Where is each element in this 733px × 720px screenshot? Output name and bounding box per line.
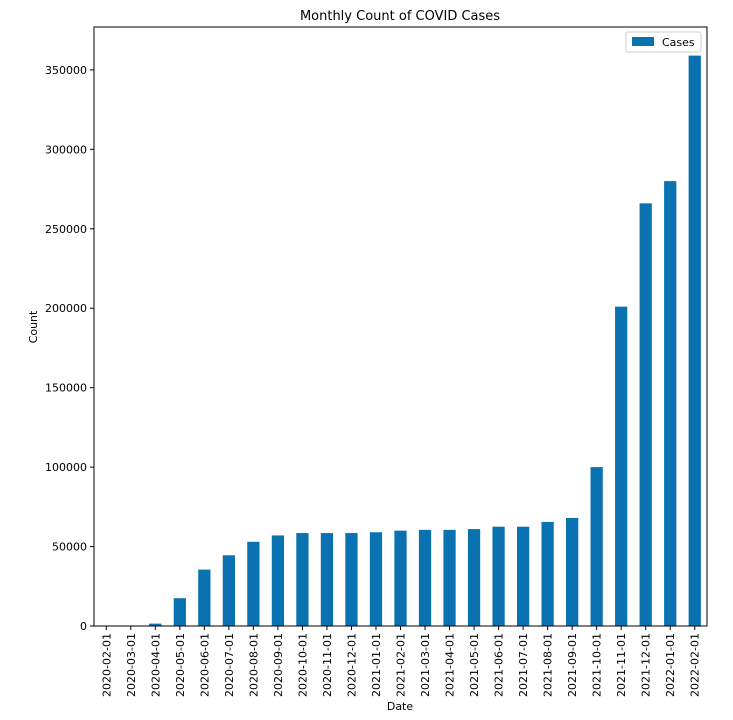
bar <box>443 529 456 626</box>
x-tick-label: 2021-08-01 <box>542 633 555 697</box>
bar <box>541 521 554 626</box>
bar <box>418 529 432 626</box>
legend: Cases <box>625 31 702 53</box>
bar <box>394 530 407 626</box>
x-tick-label: 2021-12-01 <box>640 633 653 697</box>
x-tick-label: 2020-09-01 <box>272 633 285 697</box>
chart-title: Monthly Count of COVID Cases <box>300 9 500 24</box>
bar <box>492 526 505 626</box>
y-axis-label: Count <box>27 310 40 343</box>
bar <box>320 533 334 626</box>
bar <box>149 623 162 626</box>
x-axis-label: Date <box>387 700 414 713</box>
x-tick-label: 2020-06-01 <box>198 633 211 697</box>
x-tick-label: 2021-05-01 <box>468 633 481 697</box>
x-tick-label: 2020-07-01 <box>223 633 236 697</box>
bar <box>296 533 309 626</box>
bar <box>467 529 481 626</box>
y-tick-label: 50000 <box>52 541 87 554</box>
bar <box>222 555 235 626</box>
bar <box>173 598 186 626</box>
bar <box>639 203 652 626</box>
y-tick-label: 350000 <box>45 64 87 77</box>
y-tick-label: 200000 <box>45 302 87 315</box>
x-tick-label: 2021-02-01 <box>395 633 408 697</box>
x-tick-label: 2020-10-01 <box>296 633 309 697</box>
x-axis: 2020-02-01 2020-03-01 2020-04-01 2020-05-01… <box>100 626 702 697</box>
y-tick-label: 150000 <box>45 382 87 395</box>
x-tick-label: 2021-10-01 <box>591 633 604 697</box>
bar <box>615 306 628 626</box>
x-tick-label: 2020-02-01 <box>100 633 113 697</box>
legend-label-cases: Cases <box>662 36 695 49</box>
x-tick-label: 2021-07-01 <box>517 633 530 697</box>
x-tick-label: 2022-01-01 <box>664 633 677 697</box>
y-axis: 0 50000 100000 150000 200000 250000 300000 3500… <box>45 64 94 633</box>
y-tick-label: 0 <box>80 620 87 633</box>
bar <box>271 535 285 626</box>
bar <box>590 467 603 626</box>
x-tick-label: 2021-06-01 <box>493 633 506 697</box>
bar <box>247 541 260 626</box>
bar <box>516 526 530 626</box>
x-tick-label: 2020-05-01 <box>174 633 187 697</box>
bar <box>369 532 383 626</box>
x-tick-label: 2020-03-01 <box>125 633 138 697</box>
x-tick-label: 2021-03-01 <box>419 633 432 697</box>
x-tick-label: 2022-02-01 <box>689 633 702 697</box>
plot-frame <box>93 26 708 627</box>
bar <box>664 181 677 626</box>
bar <box>566 517 579 626</box>
bar <box>688 55 701 626</box>
bar <box>345 533 358 626</box>
x-tick-label: 2020-08-01 <box>247 633 260 697</box>
y-tick-label: 300000 <box>45 143 87 156</box>
x-tick-label: 2021-11-01 <box>615 633 628 697</box>
x-tick-label: 2020-12-01 <box>345 633 358 697</box>
x-tick-label: 2020-11-01 <box>321 633 334 697</box>
x-tick-label: 2020-04-01 <box>149 633 162 697</box>
x-tick-label: 2021-04-01 <box>444 633 457 697</box>
bar <box>198 569 211 626</box>
x-tick-label: 2021-09-01 <box>566 633 579 697</box>
bar-series-cases <box>124 55 701 626</box>
legend-swatch-cases <box>632 37 654 46</box>
y-tick-label: 100000 <box>45 461 87 474</box>
x-tick-label: 2021-01-01 <box>370 633 383 697</box>
y-tick-label: 250000 <box>45 223 87 236</box>
